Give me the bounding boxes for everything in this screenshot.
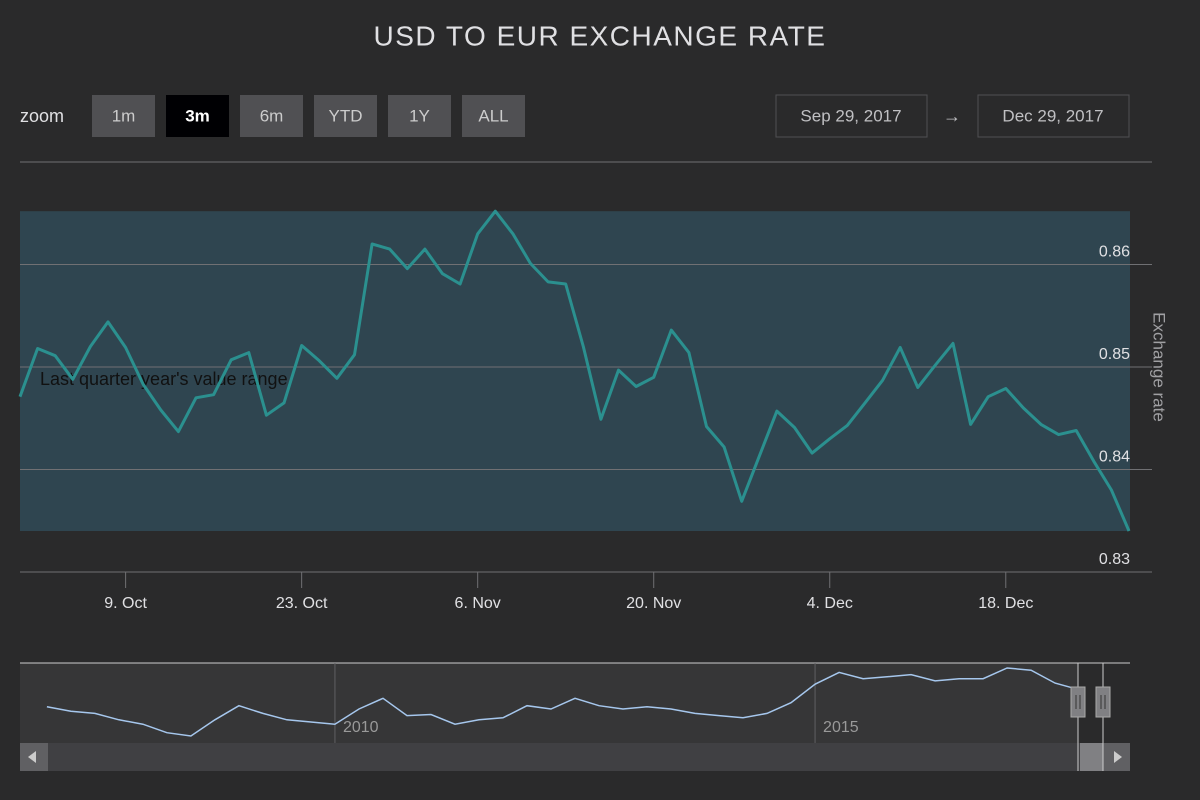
y-tick-label: 0.85 bbox=[1099, 346, 1130, 363]
date-input[interactable] bbox=[977, 94, 1130, 138]
scrollbar-track[interactable] bbox=[20, 743, 1130, 771]
navigator-tick-label: 2015 bbox=[823, 719, 859, 736]
zoom-button-label[interactable]: 1m bbox=[112, 106, 136, 125]
zoom-button-label[interactable]: YTD bbox=[329, 106, 363, 125]
date-to[interactable]: Dec 29, 2017 bbox=[1002, 106, 1103, 125]
date-input[interactable] bbox=[775, 94, 928, 138]
arrow-icon bbox=[1114, 751, 1122, 763]
y-tick-label: 0.84 bbox=[1099, 449, 1130, 466]
date-from[interactable]: Sep 29, 2017 bbox=[800, 106, 901, 125]
zoom-button[interactable] bbox=[462, 95, 525, 137]
x-tick-label: 4. Dec bbox=[807, 595, 853, 612]
series-line bbox=[18, 209, 1131, 532]
zoom-button-label[interactable]: ALL bbox=[478, 106, 508, 125]
x-tick-label: 18. Dec bbox=[978, 595, 1033, 612]
navigator-handle[interactable] bbox=[1070, 686, 1086, 718]
zoom-button[interactable] bbox=[166, 95, 229, 137]
zoom-button[interactable] bbox=[92, 95, 155, 137]
zoom-button[interactable] bbox=[388, 95, 451, 137]
x-tick-label: 6. Nov bbox=[455, 595, 501, 612]
y-tick-label: 0.83 bbox=[1099, 551, 1130, 568]
zoom-label: zoom bbox=[20, 106, 64, 126]
navigator-handle[interactable] bbox=[1095, 686, 1111, 718]
navigator-line bbox=[46, 667, 1080, 737]
zoom-button[interactable] bbox=[240, 95, 303, 137]
y-axis-title: Exchange rate bbox=[1150, 312, 1169, 422]
zoom-button-label[interactable]: 3m bbox=[185, 106, 210, 125]
zoom-button-label[interactable]: 6m bbox=[260, 106, 284, 125]
x-tick-label: 23. Oct bbox=[276, 595, 328, 612]
mask bbox=[20, 663, 1078, 743]
navigator-tick-label: 2010 bbox=[343, 719, 379, 736]
navigator-mask bbox=[20, 663, 1078, 743]
zoom-button-label[interactable]: 1Y bbox=[409, 106, 430, 125]
zoom-button[interactable] bbox=[314, 95, 377, 137]
y-tick-label: 0.86 bbox=[1099, 244, 1130, 261]
arrow-icon bbox=[28, 751, 36, 763]
chart-title: USD TO EUR EXCHANGE RATE bbox=[374, 20, 827, 51]
x-tick-label: 20. Nov bbox=[626, 595, 681, 612]
arrow: → bbox=[943, 106, 961, 126]
x-tick-label: 9. Oct bbox=[104, 595, 147, 612]
scrollbar-thumb[interactable] bbox=[1080, 743, 1103, 771]
